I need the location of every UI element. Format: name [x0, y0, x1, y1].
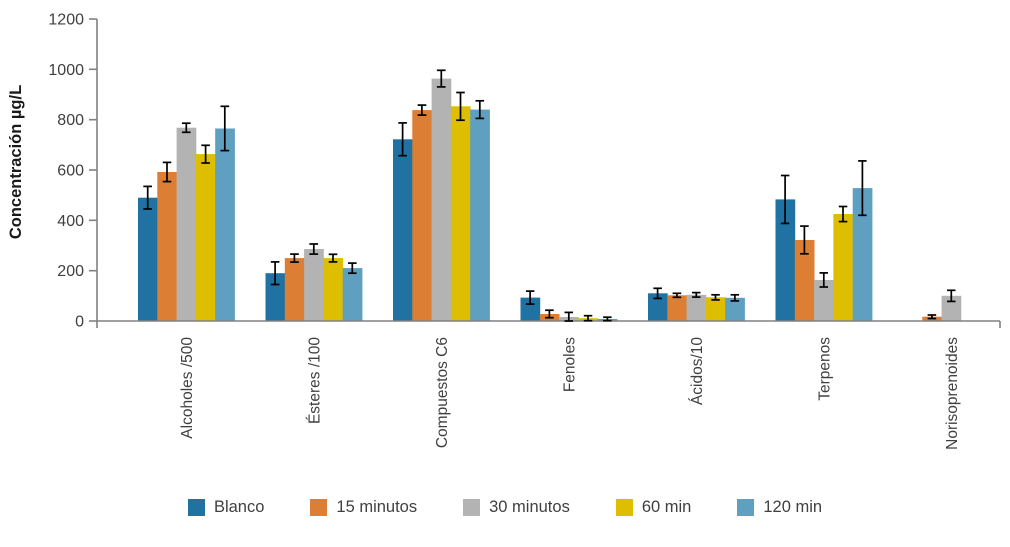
bar [648, 293, 668, 321]
legend-swatch [615, 499, 633, 516]
error-bars-layer [143, 69, 956, 322]
bar [667, 295, 687, 321]
bar [520, 297, 541, 321]
legend-item: 30 minutos [463, 498, 570, 517]
bar [852, 188, 873, 321]
bar [323, 258, 344, 321]
legend-label: 30 minutos [489, 498, 570, 516]
bar [686, 294, 707, 321]
bar [470, 109, 490, 321]
bar [794, 240, 815, 321]
bar [304, 249, 324, 321]
y-tick-label: 800 [57, 112, 84, 129]
bars-layer [138, 78, 962, 321]
legend-swatch [463, 499, 481, 516]
chart-legend: Blanco 15 minutos 30 minutos 60 min 120 min [0, 498, 1010, 517]
legend-item: Blanco [187, 498, 265, 517]
bar [941, 295, 962, 321]
y-tick-label: 1000 [48, 62, 84, 79]
x-category-label: Compuestos C6 [434, 337, 451, 448]
legend-swatch [187, 499, 205, 516]
bar [265, 273, 286, 321]
legend-label: 60 min [641, 498, 692, 516]
legend-label: 15 minutos [336, 498, 418, 516]
legend-swatch [737, 499, 755, 516]
y-tick-label: 200 [57, 263, 84, 280]
bar [284, 258, 305, 321]
y-tick-label: 0 [75, 314, 84, 331]
bar [195, 154, 216, 321]
legend-item: 15 minutos [310, 498, 417, 517]
x-category-label: Ácidos/10 [689, 337, 706, 405]
x-category-label: Alcoholes /500 [179, 337, 196, 439]
y-tick-label: 600 [57, 163, 84, 180]
bar [393, 139, 413, 321]
bar [833, 214, 854, 321]
bar [450, 106, 471, 321]
bar [814, 280, 834, 321]
axis-labels-layer: 0 200 400 600 800 1000 1200 Alcoholes /500 Éster… [48, 12, 960, 450]
x-category-label: Terpenos [816, 337, 833, 401]
bar [705, 297, 726, 321]
bar [412, 110, 432, 321]
legend-item: 120 min [737, 498, 822, 517]
bar [176, 127, 197, 321]
bar [725, 297, 745, 321]
y-tick-label: 1200 [48, 12, 84, 29]
bar [157, 172, 177, 321]
legend-item: 60 min [615, 498, 692, 517]
bar [431, 78, 452, 321]
y-tick-label: 400 [57, 213, 84, 230]
legend-swatch [310, 499, 328, 516]
x-category-label: Fenoles [561, 337, 578, 392]
bar [342, 268, 363, 321]
x-category-label: Ésteres /100 [306, 337, 323, 424]
axes-layer [89, 18, 1001, 328]
y-axis-title: Concentración µg/L [7, 85, 25, 239]
bar [138, 197, 158, 321]
bar [775, 199, 796, 321]
bar [215, 128, 235, 321]
legend-label: 120 min [763, 498, 823, 516]
x-category-label: Norisoprenoides [944, 337, 961, 450]
legend-label: Blanco [213, 498, 265, 516]
